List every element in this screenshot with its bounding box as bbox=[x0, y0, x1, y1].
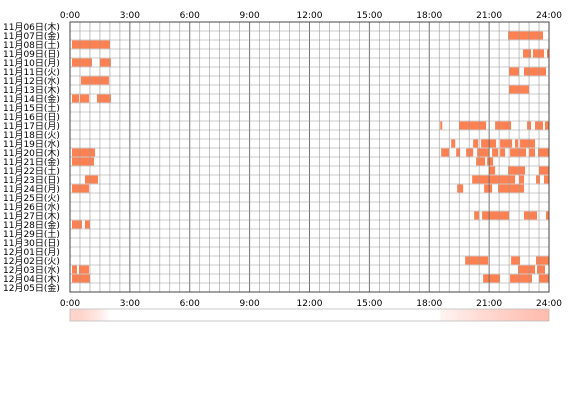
activity-bar bbox=[81, 77, 109, 85]
activity-bar bbox=[511, 257, 520, 265]
summary-strip-fill bbox=[70, 309, 549, 321]
activity-bar bbox=[498, 185, 524, 193]
activity-bar bbox=[72, 149, 95, 157]
x-tick-label-bottom: 18:00 bbox=[416, 299, 442, 309]
x-tick-label-bottom: 6:00 bbox=[180, 299, 200, 309]
activity-bar bbox=[484, 185, 492, 193]
activity-bar bbox=[524, 212, 537, 220]
activity-bar bbox=[536, 176, 540, 184]
activity-bar bbox=[536, 257, 549, 265]
activity-bar bbox=[533, 50, 544, 58]
activity-bar bbox=[72, 59, 92, 67]
activity-bar bbox=[537, 266, 545, 274]
activity-bar bbox=[508, 32, 543, 40]
activity-bar bbox=[489, 167, 495, 175]
activity-bar bbox=[474, 212, 479, 220]
activity-bar bbox=[97, 95, 111, 103]
row-label: 12月05日(金) bbox=[3, 282, 60, 294]
activity-bar bbox=[520, 140, 535, 148]
activity-bar bbox=[492, 149, 498, 157]
x-tick-label-bottom: 9:00 bbox=[240, 299, 260, 309]
activity-bar bbox=[473, 140, 478, 148]
activity-bar bbox=[72, 185, 89, 193]
x-tick-label-top: 18:00 bbox=[416, 11, 442, 21]
activity-bar bbox=[538, 149, 549, 157]
x-tick-label-top: 15:00 bbox=[356, 11, 382, 21]
activity-bar bbox=[482, 212, 509, 220]
activity-bar bbox=[79, 266, 89, 274]
activity-bar bbox=[441, 149, 449, 157]
row-labels: 11月06日(木)11月07日(金)11月08日(土)11月09日(日)11月1… bbox=[3, 21, 60, 294]
x-tick-label-bottom: 21:00 bbox=[476, 299, 502, 309]
activity-bar bbox=[545, 122, 549, 130]
x-tick-label-top: 24:00 bbox=[536, 11, 562, 21]
activity-bar bbox=[459, 122, 486, 130]
activity-bar bbox=[529, 149, 535, 157]
activity-bar bbox=[487, 158, 493, 166]
activity-bar bbox=[500, 149, 505, 157]
x-tick-label-bottom: 3:00 bbox=[120, 299, 140, 309]
activity-bar bbox=[539, 167, 549, 175]
activity-bar bbox=[72, 221, 82, 229]
x-tick-label-top: 9:00 bbox=[240, 11, 260, 21]
activity-bar bbox=[472, 176, 515, 184]
activity-bar bbox=[72, 41, 110, 49]
x-tick-label-bottom: 12:00 bbox=[297, 299, 323, 309]
activity-bar bbox=[539, 275, 549, 283]
x-axis-bottom: 0:00 3:00 6:00 9:00 12:00 15:00 18:00 21:00 24:0… bbox=[60, 299, 562, 309]
x-tick-label-bottom: 24:00 bbox=[536, 299, 562, 309]
activity-bar bbox=[519, 176, 524, 184]
activity-bar bbox=[85, 176, 98, 184]
activity-bar bbox=[483, 275, 500, 283]
activity-bar bbox=[440, 122, 442, 130]
activity-bar bbox=[465, 257, 488, 265]
activity-bar bbox=[518, 266, 535, 274]
activity-bar bbox=[72, 275, 90, 283]
activity-bar bbox=[72, 158, 94, 166]
activity-bar bbox=[72, 95, 79, 103]
activity-bar bbox=[523, 50, 531, 58]
activity-bar bbox=[476, 158, 485, 166]
activity-bar bbox=[85, 221, 90, 229]
activity-bar bbox=[495, 122, 511, 130]
x-tick-label-top: 21:00 bbox=[476, 11, 502, 21]
activity-bar bbox=[466, 149, 473, 157]
x-tick-label-top: 3:00 bbox=[120, 11, 140, 21]
activity-bar bbox=[524, 68, 546, 76]
activity-bar bbox=[457, 185, 463, 193]
activity-bar bbox=[456, 149, 460, 157]
activity-bar bbox=[515, 140, 518, 148]
x-tick-label-bottom: 0:00 bbox=[60, 299, 80, 309]
summary-strip bbox=[70, 309, 549, 321]
activity-bar bbox=[510, 149, 526, 157]
activity-bar bbox=[509, 68, 519, 76]
activity-bar bbox=[100, 59, 111, 67]
activity-bar bbox=[508, 167, 525, 175]
activity-bar bbox=[544, 176, 549, 184]
activity-bar bbox=[80, 95, 89, 103]
x-tick-label-top: 6:00 bbox=[180, 11, 200, 21]
activity-bar bbox=[451, 140, 455, 148]
activity-bar bbox=[72, 266, 77, 274]
activity-bar bbox=[481, 140, 496, 148]
x-tick-label-bottom: 15:00 bbox=[356, 299, 382, 309]
x-tick-label-top: 12:00 bbox=[297, 11, 323, 21]
x-axis-top: 0:00 3:00 6:00 9:00 12:00 15:00 18:00 21:00 24:0… bbox=[60, 11, 562, 21]
x-tick-label-top: 0:00 bbox=[60, 11, 80, 21]
activity-bar bbox=[500, 140, 512, 148]
